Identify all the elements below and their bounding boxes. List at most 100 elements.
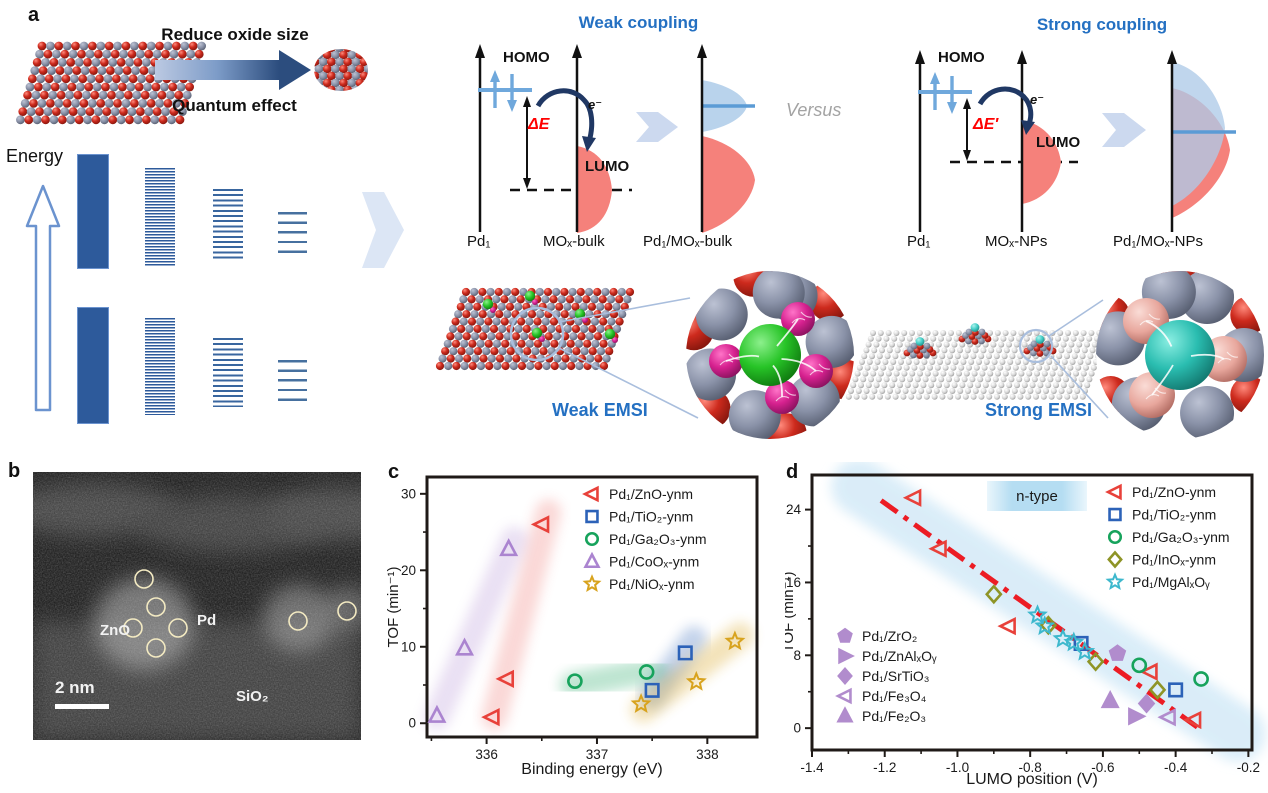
strong-axis1-label: Pd₁	[907, 233, 931, 250]
data-point-marker	[928, 539, 947, 558]
x-tick-label: -0.4	[1164, 760, 1188, 775]
data-point-marker	[427, 704, 447, 723]
pd1-atom	[524, 290, 536, 302]
data-point-marker	[902, 488, 922, 507]
data-point-marker	[1027, 604, 1048, 625]
strong-lumo-label: LUMO	[1036, 134, 1081, 151]
data-point-marker	[1105, 483, 1122, 501]
strong-coupling-title: Strong coupling	[1036, 15, 1168, 34]
strong-emsi-label: Strong EMSI	[985, 400, 1092, 420]
band-bar-medium-bottom	[213, 338, 243, 407]
data-point-marker	[1073, 635, 1089, 651]
scale-bar	[55, 704, 109, 709]
y-tick-label: 24	[786, 502, 802, 517]
y-tick-label: 0	[793, 721, 801, 736]
x-tick-label: -1.2	[873, 760, 896, 775]
band-bar-bulk-bottom	[77, 307, 109, 424]
data-point-marker	[1139, 662, 1158, 681]
legend-label: Pd₁/NiOₓ-ynm	[609, 576, 695, 592]
weak-emsi-slab-graphic	[435, 287, 635, 371]
data-point-marker	[685, 670, 707, 691]
strong-homo-label: HOMO	[938, 49, 985, 66]
legend-label: Pd₁/Ga₂O₃-ynm	[609, 531, 707, 547]
pd1-atom	[574, 308, 586, 320]
legend-label: Pd₁/ZnO-ynm	[1132, 484, 1216, 500]
x-tick-label: 337	[586, 747, 609, 762]
data-point-marker	[1128, 707, 1147, 726]
data-point-marker	[582, 574, 602, 593]
legend-label: Pd₁/Fe₂O₃	[862, 708, 926, 724]
data-point-marker	[985, 584, 1003, 605]
scale-bar-label: 2 nm	[55, 678, 95, 697]
strong-axis2-label: MOₓ-NPs	[985, 233, 1048, 250]
data-point-marker	[838, 647, 855, 665]
weak-delta-e-label: ΔE	[528, 116, 550, 133]
data-point-marker	[455, 637, 475, 656]
coupling-diagrams-graphic	[475, 44, 1236, 233]
data-point-marker	[583, 551, 601, 569]
data-point-marker	[481, 707, 500, 727]
band-bar-sparse-bottom	[278, 360, 307, 403]
legend-label: Pd₁/Fe₃O₄	[862, 688, 927, 704]
panel-label-a: a	[28, 4, 40, 26]
strong-emsi-zoom-source-circle	[1018, 328, 1054, 364]
data-point-marker	[1157, 708, 1176, 727]
data-point-marker	[1086, 651, 1105, 672]
chart-d: n-type -1.4 -1.2 -1.0 -0.8 -0.6 -0.4 -0.2 0 8 16 24…	[785, 462, 1268, 793]
weak-homo-label: HOMO	[503, 49, 550, 66]
data-point-marker	[584, 531, 600, 547]
sio2-label: SiO₂	[236, 688, 269, 705]
x-tick-label: 338	[696, 747, 719, 762]
data-point-marker	[1193, 671, 1209, 687]
x-tick-label: -1.0	[946, 760, 969, 775]
band-bar-dense-bottom	[145, 318, 175, 415]
data-point-marker	[1108, 507, 1122, 522]
data-point-marker	[585, 509, 599, 524]
central-atom	[739, 324, 801, 386]
y-tick-label: 16	[786, 575, 801, 590]
data-point-marker	[836, 706, 854, 723]
data-point-marker	[1131, 657, 1148, 674]
legend-label: Pd₁/SrTiO₃	[862, 668, 929, 684]
n-type-label: n-type	[1016, 488, 1058, 505]
data-point-marker	[1105, 572, 1125, 591]
band-bar-sparse-top	[278, 212, 307, 257]
tem-image	[33, 472, 361, 740]
legend-label: Pd₁/ZrO₂	[862, 628, 917, 644]
data-point-marker	[677, 645, 693, 661]
strong-delta-e-label: ΔE′	[973, 116, 999, 133]
y-axis-label: TOF (min⁻¹)	[785, 572, 797, 653]
pd-label: Pd	[197, 612, 217, 629]
legend-label: Pd₁/Ga₂O₃-ynm	[1132, 529, 1230, 545]
energy-axis-label: Energy	[6, 146, 64, 166]
weak-axis3-label: Pd₁/MOₓ-bulk	[643, 233, 733, 250]
strong-emsi-zoom-circle	[1096, 271, 1264, 439]
data-point-marker	[567, 673, 583, 690]
pd1-atom	[482, 298, 494, 310]
pd1-atom	[1035, 335, 1045, 344]
panel-label-c: c	[388, 461, 400, 483]
pd1-atom	[970, 323, 980, 332]
y-axis-label: TOF (min⁻¹)	[385, 567, 402, 648]
y-tick-label: 10	[401, 639, 416, 654]
reduce-size-arrow	[155, 50, 311, 90]
x-tick-label: -1.4	[800, 760, 824, 775]
plot-frame	[425, 475, 759, 739]
n-type-band	[987, 481, 1087, 511]
legend-label: Pd₁/CoOₓ-ynm	[609, 554, 699, 570]
y-tick-label: 8	[793, 648, 801, 663]
strong-axis3-label: Pd₁/MOₓ-NPs	[1113, 233, 1203, 250]
zno-label: ZnO	[100, 622, 130, 639]
y-tick-label: 0	[408, 716, 416, 731]
strong-emsi-sheet-graphic	[845, 323, 1110, 400]
x-tick-label: -0.6	[1091, 760, 1114, 775]
data-point-marker	[1148, 679, 1167, 700]
y-tick-label: 20	[401, 563, 416, 578]
legend-label: Pd₁/ZnO-ynm	[609, 486, 693, 502]
data-point-marker	[630, 693, 652, 713]
legend-label: Pd₁/MgAlₓOᵧ	[1132, 574, 1210, 590]
data-point-marker	[1107, 529, 1123, 545]
block-arrow-main	[362, 192, 404, 268]
panel-label-b: b	[8, 460, 21, 482]
legend-label: Pd₁/ZnAlₓOᵧ	[862, 648, 937, 664]
